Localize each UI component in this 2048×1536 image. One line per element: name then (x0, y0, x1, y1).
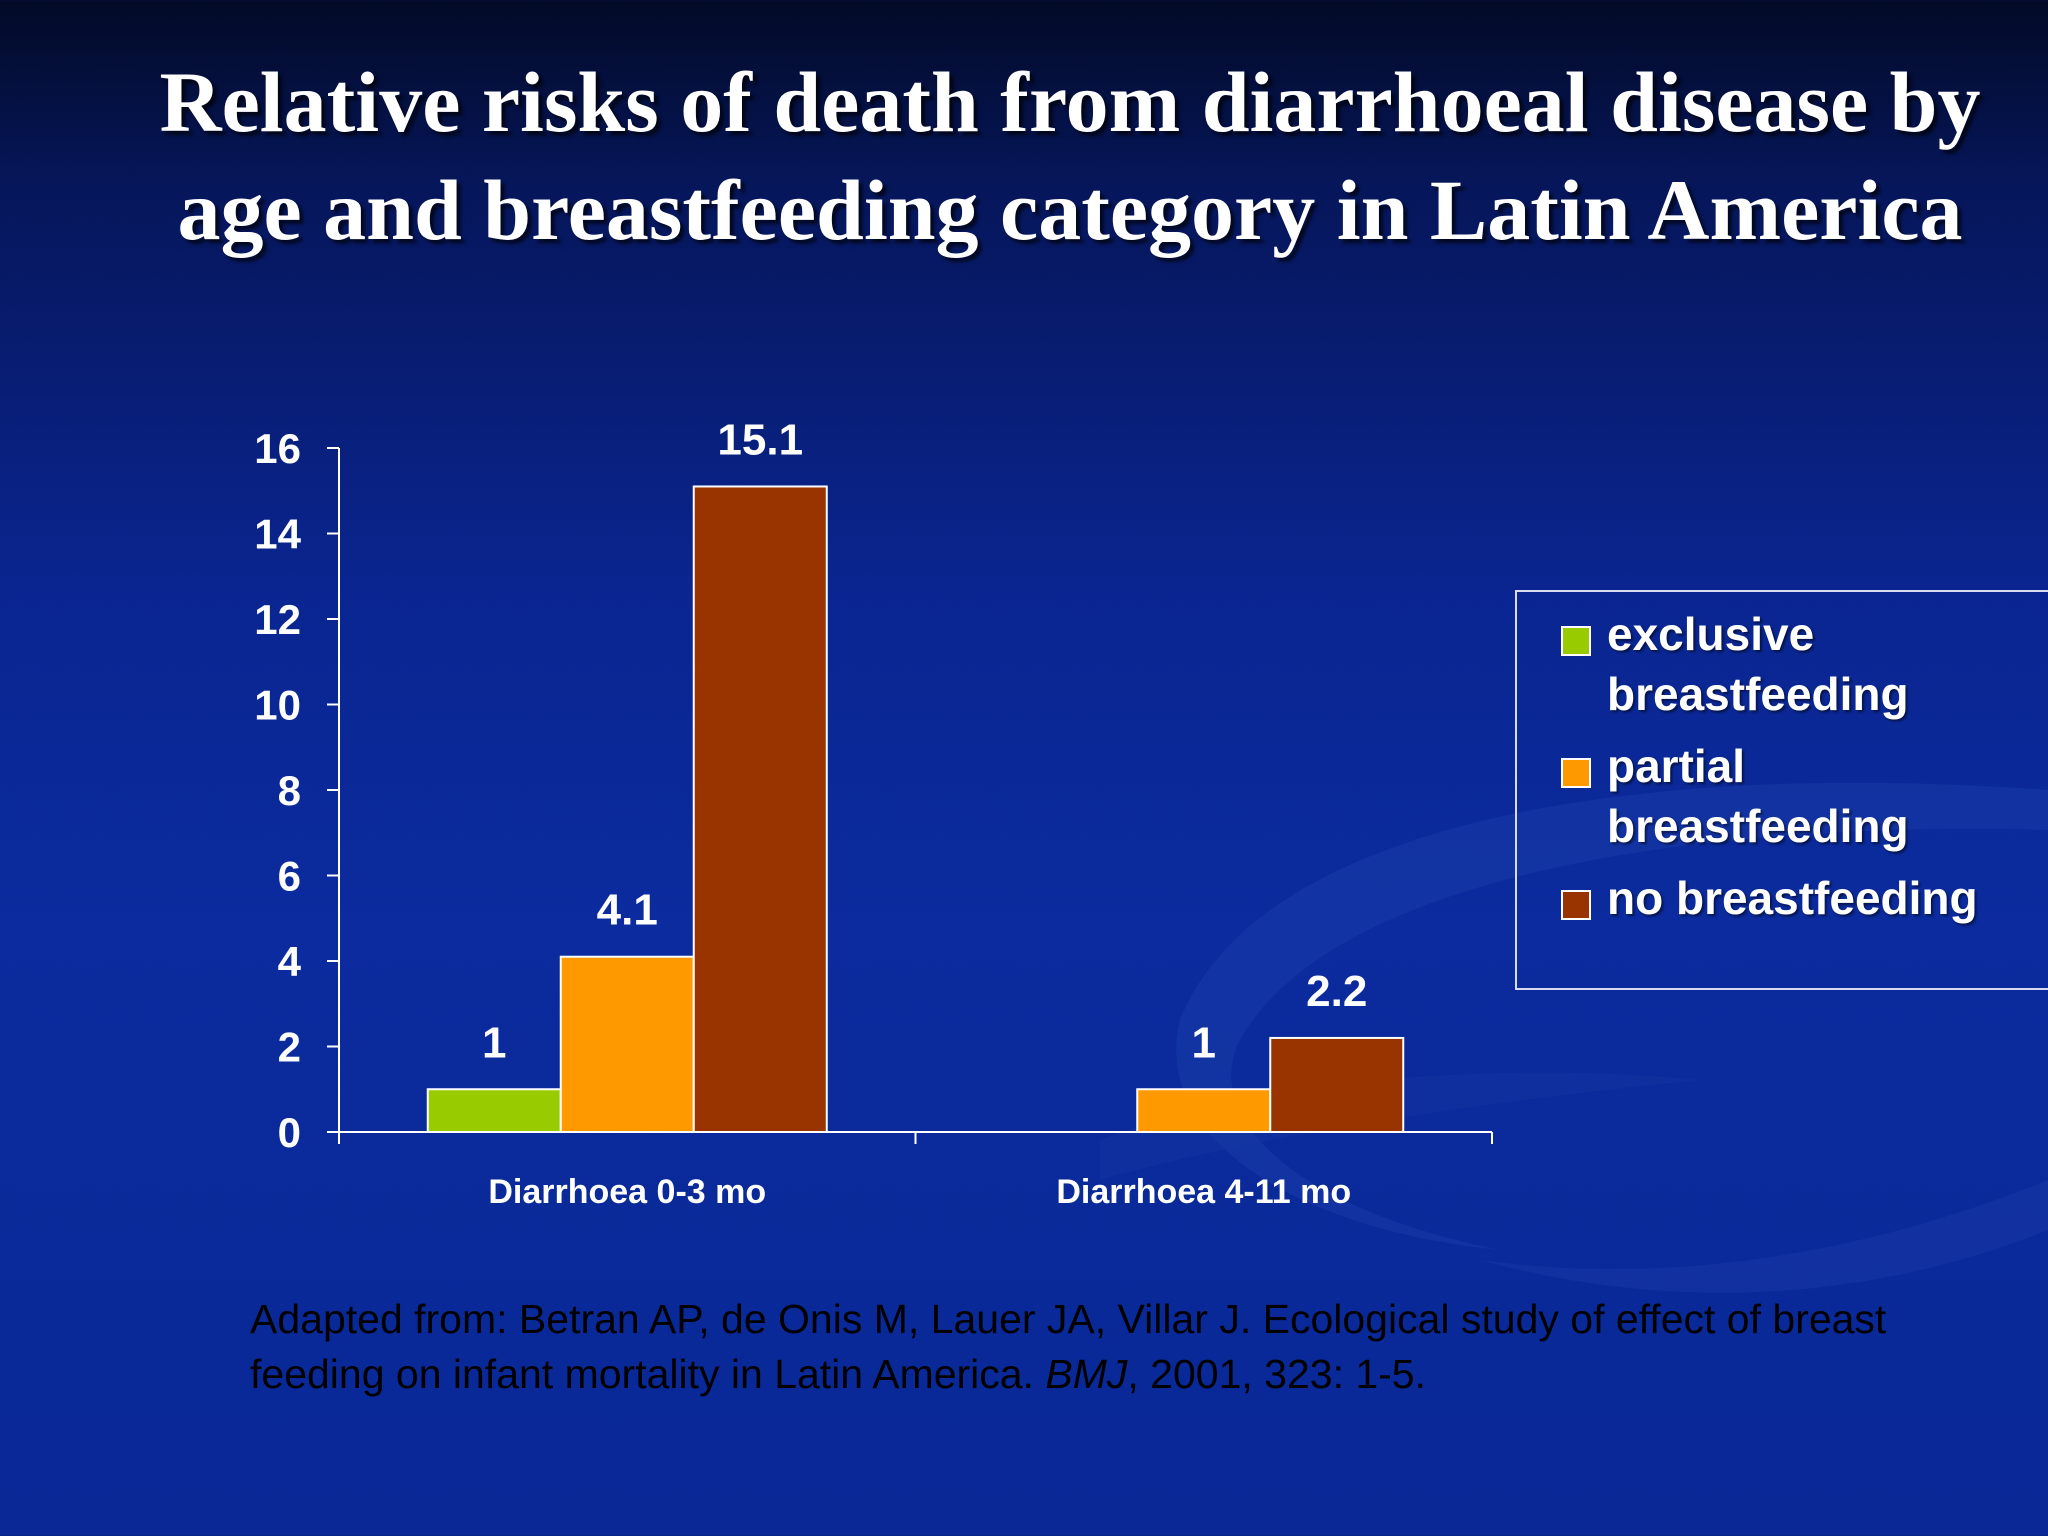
legend-label-partial: partial breastfeeding (1607, 740, 1909, 852)
bar-partial-breastfeeding-diarrhoea-0-3-mo (559, 955, 695, 1133)
y-tick-label: 10 (254, 682, 301, 729)
chart-legend: exclusive breastfeeding partial breastfe… (1515, 590, 2048, 990)
y-tick-label: 16 (254, 425, 301, 472)
data-label-exclusive-breastfeeding-diarrhoea-0-3-mo: 1 (482, 1018, 506, 1067)
y-tick-label: 0 (278, 1109, 301, 1156)
citation-journal: BMJ (1045, 1351, 1128, 1397)
legend-swatch-exclusive (1561, 626, 1591, 656)
legend-swatch-none (1561, 890, 1591, 920)
bar-no-breastfeeding-diarrhoea-0-3-mo (692, 485, 828, 1134)
legend-label-none: no breastfeeding (1607, 872, 1978, 924)
data-label-partial-breastfeeding-diarrhoea-0-3-mo: 4.1 (597, 886, 658, 935)
bar-no-breastfeeding-diarrhoea-4-11-mo (1269, 1036, 1405, 1133)
legend-item-none: no breastfeeding (1561, 868, 2037, 928)
legend-swatch-partial (1561, 758, 1591, 788)
data-label-no-breastfeeding-diarrhoea-0-3-mo: 15.1 (717, 415, 803, 464)
citation-text: Adapted from: Betran AP, de Onis M, Laue… (250, 1296, 1887, 1397)
bar-exclusive-breastfeeding-diarrhoea-0-3-mo (426, 1088, 562, 1133)
citation-volume: , 2001, 323: 1-5. (1127, 1351, 1427, 1397)
x-tick-label: Diarrhoea 0-3 mo (488, 1173, 766, 1211)
y-tick-label: 2 (278, 1024, 301, 1071)
data-label-no-breastfeeding-diarrhoea-4-11-mo: 2.2 (1306, 967, 1367, 1016)
legend-label-exclusive: exclusive breastfeeding (1607, 608, 1909, 720)
x-tick-label: Diarrhoea 4-11 mo (1056, 1173, 1351, 1211)
source-citation: Adapted from: Betran AP, de Onis M, Laue… (250, 1292, 1970, 1402)
bar-partial-breastfeeding-diarrhoea-4-11-mo (1136, 1088, 1272, 1133)
y-tick-label: 6 (278, 853, 301, 900)
legend-item-exclusive: exclusive breastfeeding (1561, 604, 2037, 724)
slide-title: Relative risks of death from diarrhoeal … (159, 54, 1981, 258)
y-tick-label: 4 (278, 938, 302, 985)
data-label-partial-breastfeeding-diarrhoea-4-11-mo: 1 (1192, 1018, 1216, 1067)
y-tick-label: 8 (278, 767, 301, 814)
y-tick-label: 14 (254, 511, 301, 558)
legend-item-partial: partial breastfeeding (1561, 736, 2037, 856)
y-tick-label: 12 (254, 596, 301, 643)
